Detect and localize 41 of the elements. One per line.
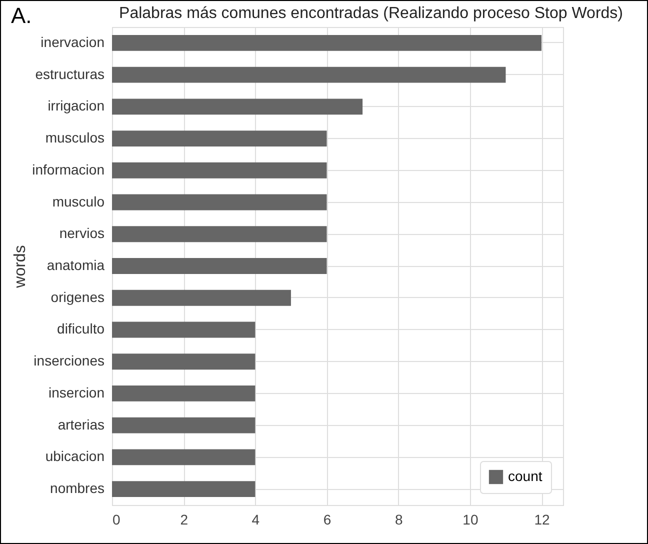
y-tick-label: informacion	[32, 161, 104, 178]
bar	[112, 386, 256, 402]
legend-label: count	[508, 468, 542, 484]
y-axis-title: words	[12, 245, 30, 289]
y-tick-label: musculos	[45, 130, 104, 146]
y-tick-label: estructuras	[35, 66, 104, 82]
x-tick-label: 6	[323, 512, 332, 528]
x-tick-label: 4	[252, 512, 260, 528]
bar	[112, 226, 327, 242]
y-tick-label: inserciones	[34, 352, 104, 369]
bar	[112, 322, 256, 338]
bar	[112, 66, 506, 83]
y-tick-label: dificulto	[57, 320, 105, 337]
x-tick-label: 2	[180, 512, 188, 528]
x-tick-label: 0	[112, 512, 120, 528]
chart-title: Palabras más comunes encontradas (Realizando proceso Stop Words)	[119, 5, 623, 22]
bar	[112, 162, 327, 178]
y-tick-label: irrigacion	[48, 98, 104, 114]
bar	[112, 290, 291, 306]
bar	[112, 354, 256, 370]
bar	[112, 417, 256, 434]
bar	[112, 258, 327, 274]
y-tick-label: arterias	[58, 416, 104, 432]
bar	[112, 449, 256, 466]
bar	[112, 481, 256, 498]
y-tick-label: insercion	[48, 384, 104, 400]
bar	[112, 98, 363, 115]
text: A.	[11, 3, 32, 29]
bar	[112, 194, 327, 210]
bar	[112, 130, 327, 146]
y-tick-label: ubicacion	[45, 448, 104, 464]
y-tick-label: anatomia	[46, 257, 105, 273]
y-tick-label: nombres	[50, 480, 104, 496]
y-tick-label: nervios	[59, 225, 104, 242]
x-tick-label: 12	[534, 512, 550, 528]
y-tick-label: inervacion	[40, 34, 104, 50]
y-tick-label: musculo	[52, 193, 105, 210]
bar	[112, 34, 542, 51]
x-tick-label: 8	[394, 512, 403, 528]
y-tick-label: origenes	[50, 288, 104, 305]
x-tick-label: 10	[462, 512, 478, 528]
